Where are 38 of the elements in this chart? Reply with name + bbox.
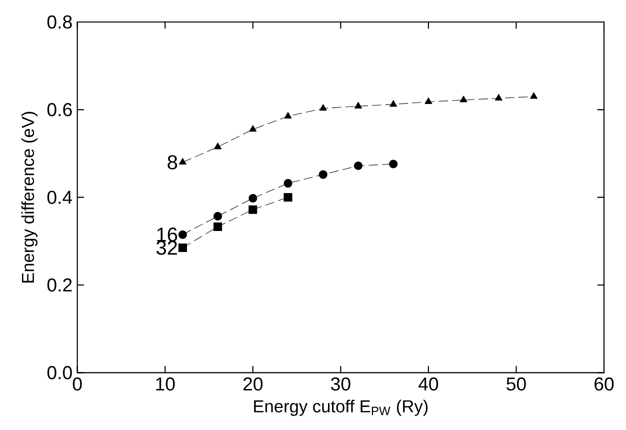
point xyxy=(530,92,538,99)
point xyxy=(214,222,222,231)
series-label: 16 xyxy=(157,228,178,242)
x-tick-label: 60 xyxy=(594,377,614,391)
x-tick-label: 40 xyxy=(418,377,438,391)
point xyxy=(284,112,292,119)
point xyxy=(354,162,362,170)
point xyxy=(178,158,186,165)
x-tick-label: 30 xyxy=(330,377,350,391)
point xyxy=(318,170,328,179)
y-tick-label: 0.6 xyxy=(47,103,72,116)
point xyxy=(389,160,398,168)
series-label: 8 xyxy=(168,155,178,170)
point xyxy=(214,142,222,150)
y-axis-title: Energy difference (eV) xyxy=(21,112,38,282)
x-axis-title: Energy cutoff E$_{PW}$ (Ry) xyxy=(254,400,428,416)
point xyxy=(319,104,327,111)
point xyxy=(214,212,222,220)
x-tick-label: 10 xyxy=(156,377,175,391)
point xyxy=(390,100,398,107)
y-tick-label: 0.4 xyxy=(47,190,72,204)
point xyxy=(494,94,502,101)
point xyxy=(249,125,257,132)
point xyxy=(248,194,258,202)
x-tick-label: 0 xyxy=(72,377,82,391)
point xyxy=(248,205,258,214)
point xyxy=(460,96,468,102)
y-tick-label: 0.2 xyxy=(47,278,72,292)
point xyxy=(178,243,187,252)
point xyxy=(284,179,292,188)
point xyxy=(424,98,432,104)
point xyxy=(178,230,187,239)
y-tick-label: 0.0 xyxy=(47,366,72,380)
y-tick-label: 0.8 xyxy=(47,15,72,29)
point xyxy=(284,193,292,202)
x-tick-label: 50 xyxy=(506,377,526,391)
x-tick-label: 20 xyxy=(243,377,263,391)
point xyxy=(354,102,362,108)
